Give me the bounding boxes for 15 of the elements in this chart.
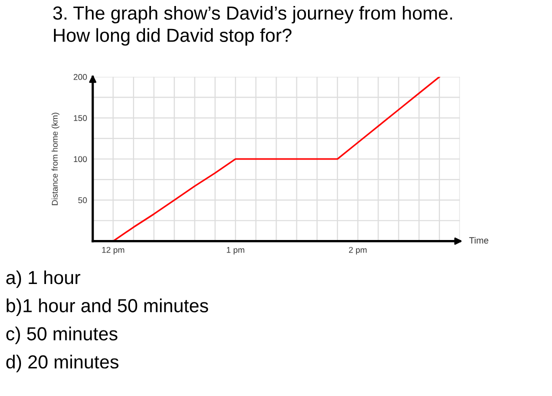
text: c) 50 minutes: [6, 326, 118, 344]
x-tick-label: 2 pm: [349, 246, 367, 254]
x-tick-label: 1 pm: [226, 247, 244, 254]
chart-title: 3. The graph show’s David’s journey from home. How long did David stop for?: [53, 6, 452, 46]
x-tick-label: 12 pm: [102, 246, 124, 254]
y-tick-label: 150: [74, 115, 87, 122]
y-tick-label: 50: [78, 197, 87, 204]
text: d) 20 minutes: [6, 354, 118, 372]
text: b)1 hour and 50 minutes: [6, 298, 208, 316]
x-axis-title: Time: [469, 236, 488, 244]
text: a) 1 hour: [6, 270, 80, 288]
y-tick-label: 100: [74, 156, 87, 162]
line-series: [112, 76, 440, 242]
y-axis-title: Distance from home (km): [52, 112, 60, 206]
y-tick-label: 200: [74, 74, 87, 80]
